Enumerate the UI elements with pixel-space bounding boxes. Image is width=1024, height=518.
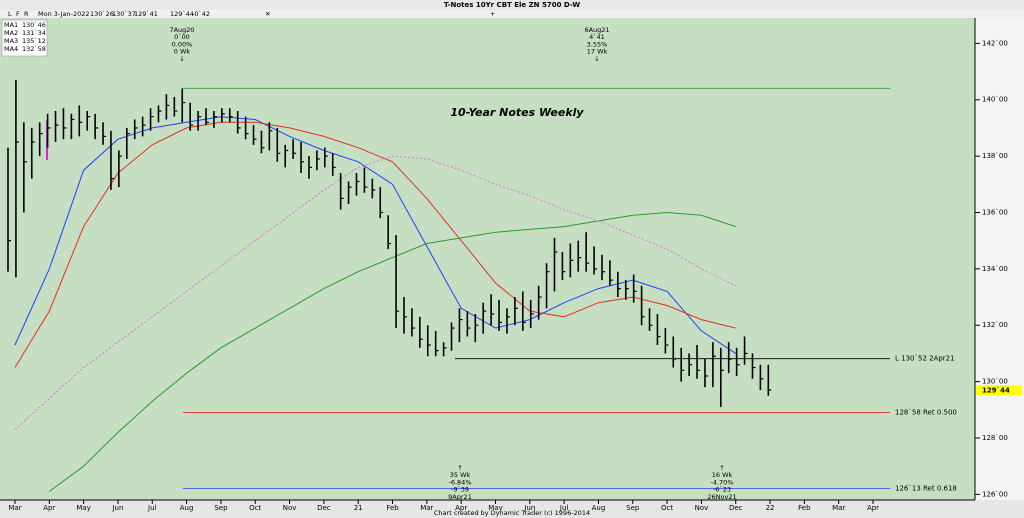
- x-tick-label: Apr: [867, 504, 879, 512]
- legend-name: MA4: [4, 45, 18, 53]
- y-tick-label: 138`00: [982, 152, 1008, 160]
- toolbar-button[interactable]: F: [16, 10, 20, 18]
- x-tick-label: Mar: [8, 504, 21, 512]
- title-bar: [0, 0, 1024, 10]
- legend-value: 135`12: [22, 37, 46, 45]
- last-price-box: [976, 385, 1022, 396]
- x-tick-label: 21: [354, 504, 363, 512]
- quote: 130`37: [112, 10, 136, 18]
- quote-date: Mon 3-Jan-2022: [38, 10, 90, 18]
- x-tick-label: Oct: [249, 504, 261, 512]
- moving-average: [14, 121, 736, 368]
- toolbar-button[interactable]: L: [8, 10, 12, 18]
- annotation: 0`00: [174, 33, 190, 41]
- legend-value: 132`58: [22, 45, 46, 53]
- x-tick-label: 22: [766, 504, 775, 512]
- y-tick-label: 140`00: [982, 96, 1008, 104]
- price-axis: [975, 18, 1024, 500]
- annotation: ↑: [719, 464, 724, 472]
- chart-title: 10-Year Notes Weekly: [450, 106, 584, 119]
- legend-value: 131`34: [22, 29, 46, 37]
- x-tick-label: Dec: [317, 504, 331, 512]
- y-tick-label: 130`00: [982, 378, 1008, 386]
- annotation: ↓: [594, 55, 599, 63]
- x-tick-label: Mar: [832, 504, 845, 512]
- y-tick-label: 132`00: [982, 321, 1008, 329]
- annotation: 7Aug20: [169, 26, 194, 34]
- y-tick-label: 136`00: [982, 208, 1008, 216]
- x-tick-label: Apr: [43, 504, 55, 512]
- x-tick-label: Oct: [661, 504, 673, 512]
- legend-name: MA3: [4, 37, 18, 45]
- annotation: ↑: [457, 464, 462, 472]
- y-tick-label: 128`00: [982, 434, 1008, 442]
- x-tick-label: Jun: [523, 504, 535, 512]
- plot-area: [0, 18, 975, 500]
- x-tick-label: May: [76, 504, 90, 512]
- legend-box: [1, 19, 48, 57]
- x-tick-label: Sep: [214, 504, 228, 512]
- legend-name: MA1: [4, 21, 18, 29]
- x-tick-label: Feb: [798, 504, 811, 512]
- annotation: 26Nov21: [707, 493, 736, 501]
- window-title: T-Notes 10Yr CBT Ele ZN 5700 D-W: [444, 1, 581, 9]
- legend-value: 130`46: [22, 21, 46, 29]
- annotation: 6Aug21: [584, 26, 609, 34]
- y-tick-label: 134`00: [982, 265, 1008, 273]
- footer: Chart created by Dynamic Trader (c) 1996…: [434, 509, 590, 517]
- toolbar: [0, 10, 1024, 18]
- annotation: -4.70%: [711, 478, 734, 486]
- last-price: 129`44: [982, 386, 1010, 394]
- x-tick-label: Sep: [626, 504, 640, 512]
- annotation: 0.00%: [172, 40, 193, 48]
- quote-change: 129`44: [170, 10, 194, 18]
- legend-name: MA2: [4, 29, 18, 37]
- crosshair-icon[interactable]: +: [490, 10, 495, 18]
- level-label: L 130`52 2Apr21: [895, 355, 955, 363]
- moving-average: [14, 155, 736, 430]
- annotation: -6.84%: [449, 478, 472, 486]
- y-tick-label: 126`00: [982, 490, 1008, 498]
- level-label: 128`58 Ret 0.500: [895, 408, 957, 416]
- time-axis: [0, 500, 1024, 518]
- x-tick-label: Aug: [592, 504, 606, 512]
- annotation: -9`39: [451, 486, 469, 494]
- x-tick-label: Mar: [420, 504, 433, 512]
- annotation: 9Apr21: [448, 493, 472, 501]
- y-tick-label: 142`00: [982, 39, 1008, 47]
- x-tick-label: Apr: [455, 504, 467, 512]
- level-label: 126`13 Ret 0.618: [895, 485, 957, 493]
- moving-average: [49, 211, 736, 492]
- x-tick-label: Nov: [695, 504, 709, 512]
- annotation: ↓: [179, 55, 184, 63]
- annotation: -6`23: [713, 486, 731, 494]
- x-tick-label: Jul: [147, 504, 157, 512]
- x-tick-label: Jul: [559, 504, 569, 512]
- quote-change: -0`42: [192, 10, 210, 18]
- quote: 130`26: [90, 10, 114, 18]
- x-tick-label: Aug: [180, 504, 194, 512]
- toolbar-button[interactable]: R: [24, 10, 29, 18]
- annotation: 3.55%: [587, 40, 608, 48]
- x-tick-label: Jun: [111, 504, 123, 512]
- close-icon[interactable]: ✕: [265, 10, 270, 18]
- annotation: 35 Wk: [450, 471, 471, 479]
- annotation: 4`41: [589, 33, 605, 41]
- quote: 129`41: [134, 10, 158, 18]
- x-tick-label: Feb: [386, 504, 399, 512]
- x-tick-label: May: [488, 504, 502, 512]
- x-tick-label: Nov: [283, 504, 297, 512]
- annotation: 16 Wk: [712, 471, 733, 479]
- x-tick-label: Dec: [729, 504, 743, 512]
- annotation: 0 Wk: [174, 48, 191, 56]
- annotation: 17 Wk: [587, 48, 608, 56]
